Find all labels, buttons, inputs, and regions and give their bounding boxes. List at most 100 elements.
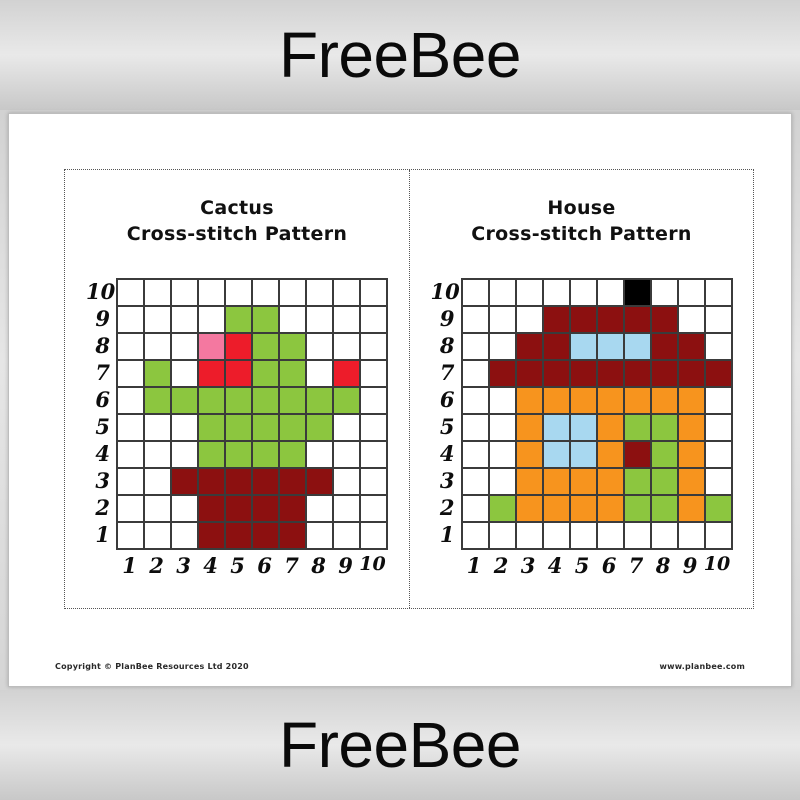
house-cell[interactable] <box>543 496 571 523</box>
cactus-cell[interactable] <box>280 280 307 307</box>
house-cell[interactable] <box>678 361 706 388</box>
house-cell[interactable] <box>570 496 598 523</box>
house-cell[interactable] <box>705 280 733 307</box>
cactus-cell[interactable] <box>145 334 172 361</box>
cactus-cell[interactable] <box>361 388 388 415</box>
cactus-cell[interactable] <box>253 523 280 550</box>
house-cell[interactable] <box>462 442 490 469</box>
cactus-cell[interactable] <box>172 469 199 496</box>
house-cell[interactable] <box>597 469 625 496</box>
cactus-cell[interactable] <box>307 361 334 388</box>
cactus-cell[interactable] <box>199 415 226 442</box>
cactus-cell[interactable] <box>226 496 253 523</box>
house-cell[interactable] <box>597 307 625 334</box>
house-cell[interactable] <box>651 388 679 415</box>
cactus-cell[interactable] <box>253 334 280 361</box>
cactus-cell[interactable] <box>172 415 199 442</box>
house-grid[interactable] <box>460 278 733 550</box>
cactus-cell[interactable] <box>199 523 226 550</box>
cactus-cell[interactable] <box>199 469 226 496</box>
house-cell[interactable] <box>543 523 571 550</box>
house-cell[interactable] <box>651 523 679 550</box>
cactus-cell[interactable] <box>307 469 334 496</box>
cactus-cell[interactable] <box>172 334 199 361</box>
cactus-cell[interactable] <box>199 280 226 307</box>
house-cell[interactable] <box>678 388 706 415</box>
cactus-cell[interactable] <box>118 523 145 550</box>
house-cell[interactable] <box>678 415 706 442</box>
cactus-cell[interactable] <box>226 361 253 388</box>
cactus-cell[interactable] <box>307 388 334 415</box>
cactus-cell[interactable] <box>307 523 334 550</box>
house-cell[interactable] <box>570 307 598 334</box>
house-cell[interactable] <box>516 280 544 307</box>
house-cell[interactable] <box>489 388 517 415</box>
house-cell[interactable] <box>489 523 517 550</box>
house-cell[interactable] <box>570 442 598 469</box>
cactus-cell[interactable] <box>199 334 226 361</box>
cactus-cell[interactable] <box>226 334 253 361</box>
house-cell[interactable] <box>678 523 706 550</box>
cactus-cell[interactable] <box>172 388 199 415</box>
cactus-cell[interactable] <box>361 469 388 496</box>
house-cell[interactable] <box>651 442 679 469</box>
house-cell[interactable] <box>651 496 679 523</box>
cactus-cell[interactable] <box>280 307 307 334</box>
cactus-cell[interactable] <box>172 442 199 469</box>
house-cell[interactable] <box>516 523 544 550</box>
cactus-cell[interactable] <box>361 361 388 388</box>
cactus-cell[interactable] <box>118 307 145 334</box>
house-cell[interactable] <box>705 361 733 388</box>
cactus-cell[interactable] <box>172 361 199 388</box>
cactus-cell[interactable] <box>253 496 280 523</box>
house-cell[interactable] <box>543 388 571 415</box>
house-cell[interactable] <box>597 523 625 550</box>
cactus-cell[interactable] <box>280 469 307 496</box>
cactus-cell[interactable] <box>280 523 307 550</box>
house-cell[interactable] <box>705 469 733 496</box>
house-cell[interactable] <box>516 469 544 496</box>
cactus-cell[interactable] <box>334 280 361 307</box>
house-cell[interactable] <box>624 334 652 361</box>
cactus-cell[interactable] <box>199 442 226 469</box>
cactus-cell[interactable] <box>118 334 145 361</box>
house-cell[interactable] <box>597 361 625 388</box>
house-cell[interactable] <box>624 307 652 334</box>
cactus-cell[interactable] <box>334 334 361 361</box>
house-cell[interactable] <box>543 361 571 388</box>
cactus-cell[interactable] <box>118 442 145 469</box>
house-cell[interactable] <box>624 280 652 307</box>
cactus-cell[interactable] <box>199 361 226 388</box>
house-cell[interactable] <box>516 307 544 334</box>
house-cell[interactable] <box>597 280 625 307</box>
cactus-cell[interactable] <box>280 415 307 442</box>
house-cell[interactable] <box>543 307 571 334</box>
cactus-cell[interactable] <box>199 307 226 334</box>
cactus-cell[interactable] <box>334 415 361 442</box>
house-cell[interactable] <box>516 334 544 361</box>
cactus-cell[interactable] <box>172 307 199 334</box>
cactus-cell[interactable] <box>118 469 145 496</box>
house-cell[interactable] <box>462 307 490 334</box>
house-cell[interactable] <box>462 334 490 361</box>
cactus-cell[interactable] <box>334 442 361 469</box>
house-cell[interactable] <box>597 415 625 442</box>
house-cell[interactable] <box>489 415 517 442</box>
cactus-cell[interactable] <box>307 307 334 334</box>
cactus-cell[interactable] <box>253 280 280 307</box>
cactus-cell[interactable] <box>361 334 388 361</box>
house-cell[interactable] <box>489 469 517 496</box>
house-cell[interactable] <box>678 442 706 469</box>
cactus-cell[interactable] <box>226 469 253 496</box>
house-cell[interactable] <box>678 469 706 496</box>
house-cell[interactable] <box>570 280 598 307</box>
cactus-cell[interactable] <box>334 496 361 523</box>
house-cell[interactable] <box>597 388 625 415</box>
cactus-cell[interactable] <box>145 523 172 550</box>
house-cell[interactable] <box>516 388 544 415</box>
house-cell[interactable] <box>705 307 733 334</box>
house-cell[interactable] <box>489 334 517 361</box>
house-cell[interactable] <box>516 415 544 442</box>
cactus-cell[interactable] <box>145 415 172 442</box>
cactus-cell[interactable] <box>307 280 334 307</box>
